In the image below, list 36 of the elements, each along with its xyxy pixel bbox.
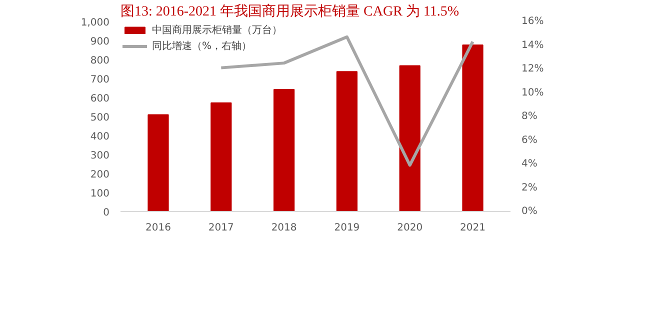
y2-tick-label: 4% [522, 158, 538, 170]
y-tick-label: 1,000 [80, 18, 110, 28]
x-tick-label: 2018 [271, 222, 297, 234]
bar [399, 65, 420, 212]
y-tick-label: 0 [103, 208, 110, 218]
legend-label: 同比增速（%，右轴） [152, 40, 252, 53]
y2-tick-label: 2% [522, 182, 538, 194]
x-tick-label: 2016 [146, 222, 171, 234]
x-tick-label: 2020 [397, 222, 423, 234]
legend-label: 中国商用展示柜销量（万台） [152, 24, 282, 37]
x-tick-label: 2017 [208, 222, 234, 234]
bar [148, 114, 169, 212]
chart-title: 图13: 2016-2021 年我国商用展示柜销量 CAGR 为 11.5% [120, 4, 460, 20]
y-tick-label: 500 [90, 112, 110, 124]
y2-tick-label: 14% [522, 40, 544, 51]
y-tick-label: 300 [90, 150, 110, 162]
y2-tick-label: 12% [522, 64, 544, 74]
bar [336, 71, 358, 212]
bar [210, 102, 232, 212]
line-series [220, 35, 474, 167]
y-tick-label: 900 [90, 36, 110, 48]
x-tick-label: 2019 [334, 222, 360, 234]
y-tick-label: 700 [90, 74, 110, 86]
y-tick-label: 800 [90, 56, 110, 66]
bar [273, 89, 295, 212]
y-tick-label: 100 [90, 188, 110, 200]
x-tick-label: 2021 [460, 222, 486, 234]
y2-tick-label: 16% [522, 16, 544, 27]
y2-tick-label: 10% [522, 87, 544, 98]
y2-tick-label: 8% [522, 111, 538, 122]
y-tick-label: 400 [90, 132, 110, 142]
y2-tick-label: 0% [522, 206, 538, 217]
y2-tick-label: 6% [522, 134, 538, 146]
bar [462, 44, 484, 212]
y-tick-label: 200 [90, 170, 110, 180]
y-tick-label: 600 [90, 94, 110, 104]
